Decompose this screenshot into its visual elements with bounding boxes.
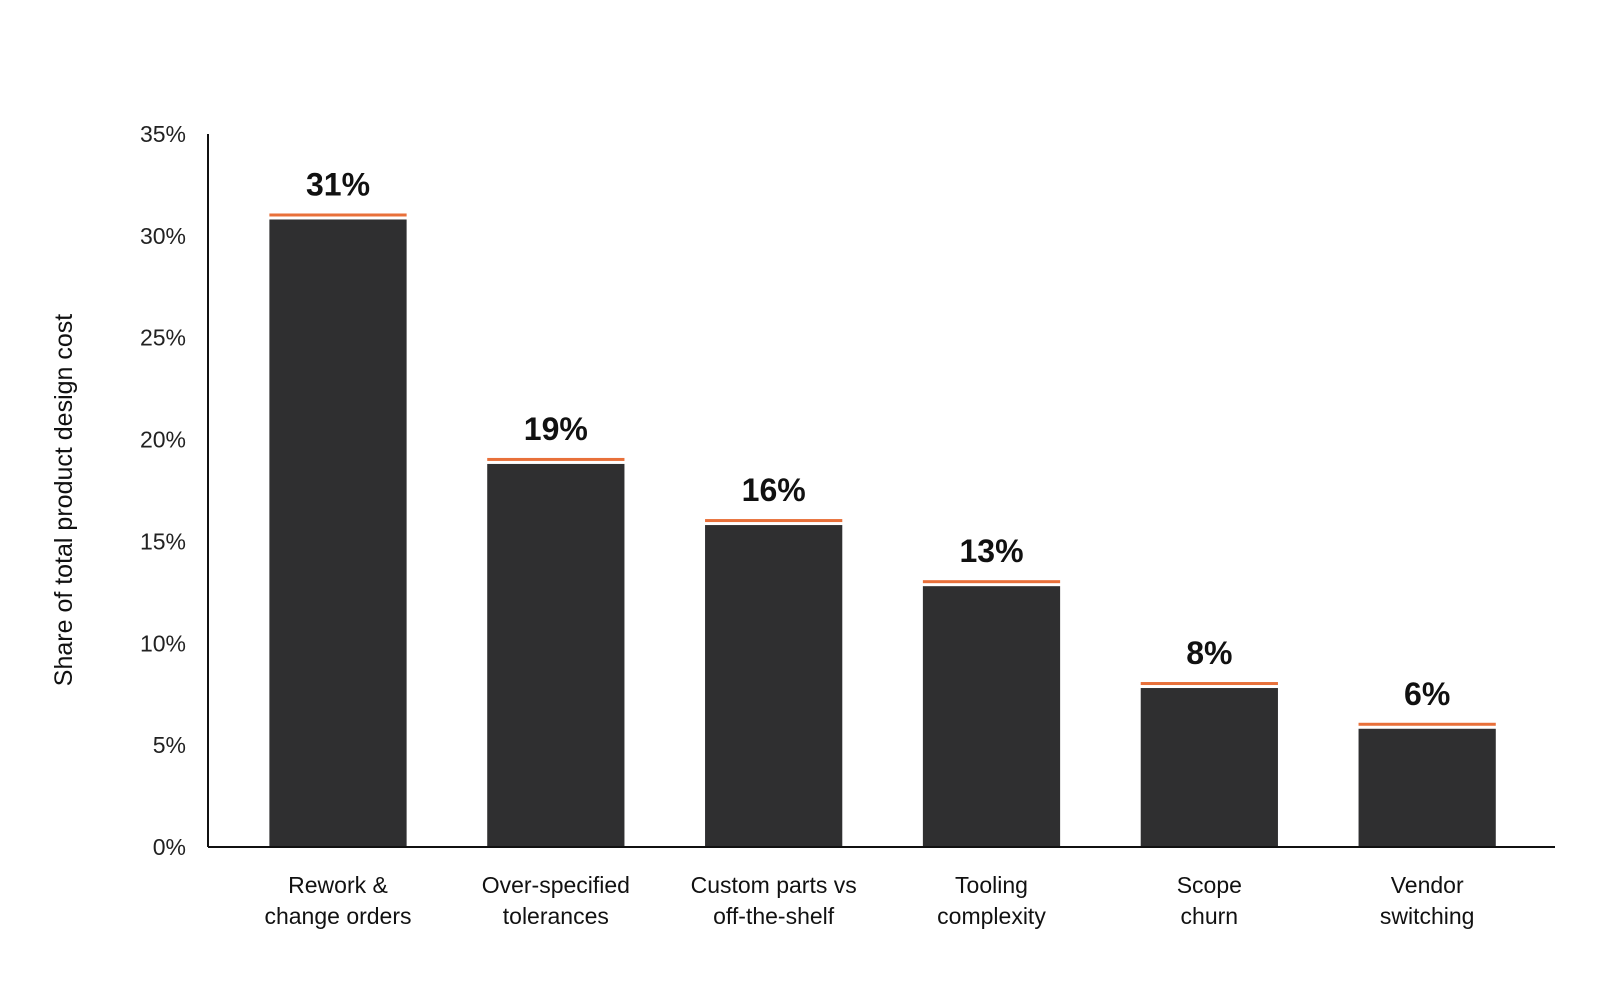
y-tick-label: 30% xyxy=(140,223,186,249)
y-tick-label: 10% xyxy=(140,630,186,656)
y-tick-label: 0% xyxy=(153,834,186,860)
y-axis-ticks: 0% 5% 10% 15% 20% 25% 30% 35% xyxy=(140,121,186,860)
y-tick-label: 5% xyxy=(153,732,186,758)
y-axis-title: Share of total product design cost xyxy=(50,314,78,687)
bar-accent-line xyxy=(487,457,625,461)
bar-accent-line xyxy=(922,580,1061,584)
bars xyxy=(269,213,1496,847)
category-label: Rework & change orders xyxy=(264,872,411,929)
bar xyxy=(1140,688,1278,847)
bar xyxy=(269,219,407,847)
y-tick-label: 15% xyxy=(140,528,186,554)
value-label: 6% xyxy=(1404,676,1450,712)
bar-accent-line xyxy=(1358,722,1496,726)
y-tick-label: 25% xyxy=(140,325,186,351)
bar-accent-line xyxy=(705,519,843,523)
category-label: Custom parts vs off-the-shelf xyxy=(691,872,857,929)
value-label: 19% xyxy=(524,411,588,447)
bar xyxy=(487,463,625,847)
category-label: Vendor switching xyxy=(1380,872,1475,929)
value-label: 13% xyxy=(959,533,1023,569)
bar xyxy=(1358,728,1496,847)
value-labels: 31% 19% 16% 13% 8% 6% xyxy=(306,166,1450,711)
value-label: 8% xyxy=(1186,635,1232,671)
value-label: 31% xyxy=(306,166,370,202)
value-label: 16% xyxy=(742,472,806,508)
y-tick-label: 20% xyxy=(140,427,186,453)
category-labels: Rework & change orders Over-specified toler… xyxy=(264,872,1474,929)
category-label: Over-specified tolerances xyxy=(482,872,630,929)
bar-accent-line xyxy=(269,213,407,217)
category-label: Tooling complexity xyxy=(937,872,1046,929)
bar xyxy=(705,525,843,847)
y-tick-label: 35% xyxy=(140,121,186,147)
bar-accent-line xyxy=(1140,682,1278,686)
bar xyxy=(922,586,1061,847)
category-label: Scope churn xyxy=(1177,872,1242,929)
